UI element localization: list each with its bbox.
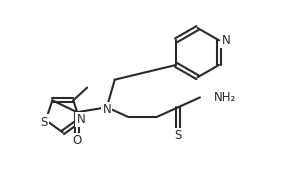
Text: N: N <box>221 34 230 47</box>
Text: S: S <box>40 116 48 129</box>
Text: N: N <box>103 103 111 116</box>
Text: O: O <box>72 134 82 147</box>
Text: NH₂: NH₂ <box>214 91 236 104</box>
Text: S: S <box>174 129 182 142</box>
Text: N: N <box>76 113 85 126</box>
